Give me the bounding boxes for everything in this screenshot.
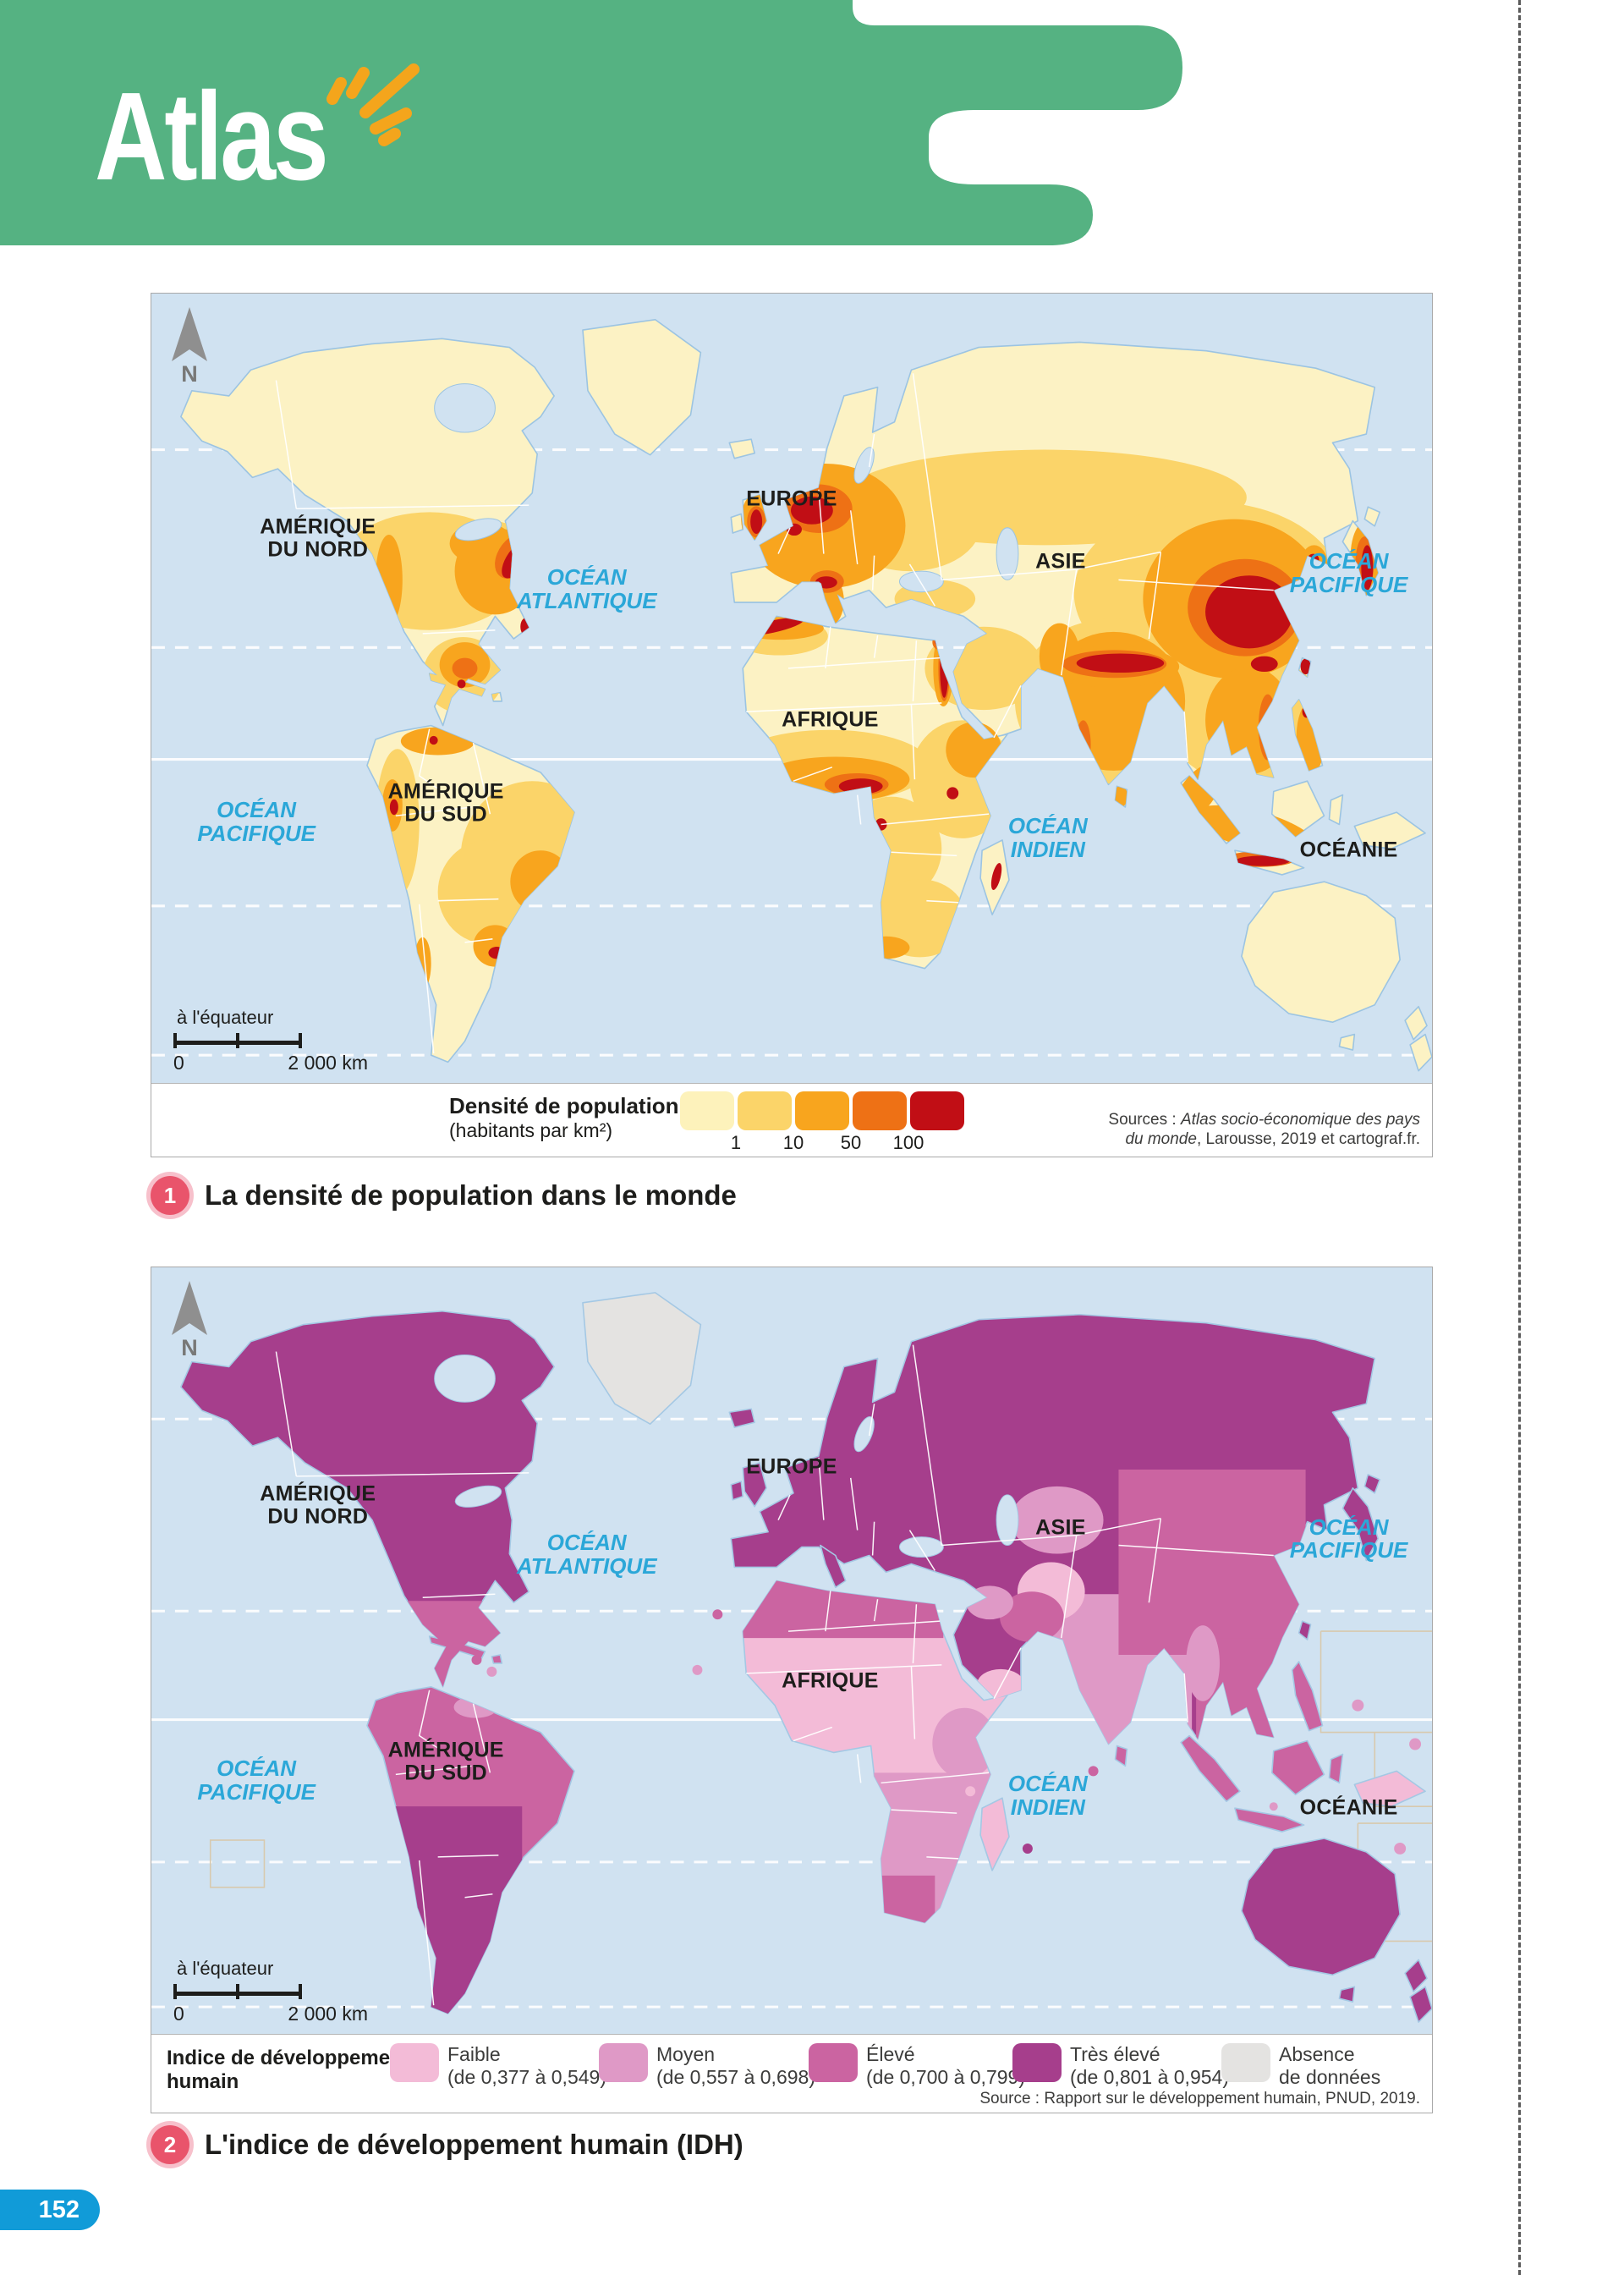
label-asie: ASIE — [1035, 549, 1086, 574]
page-number-tab: 152 — [0, 2190, 100, 2230]
map1-scale-bar: à l'équateur 0 2 000 km — [173, 1007, 376, 1074]
north-arrow-icon: N — [172, 1281, 207, 1359]
label-ocean-pacifique-est: OCÉAN PACIFIQUE — [1289, 548, 1408, 598]
map2-card: N AMÉRIQUE DU NORD EUROPE OCÉAN ATLANTIQUE… — [151, 1267, 1433, 2113]
idh-swatch-tres-eleve — [1012, 2043, 1062, 2082]
map2-lakes — [434, 1355, 1019, 1558]
map2-source: Source : Rapport sur le développement hu… — [979, 2090, 1420, 2107]
label-afrique: AFRIQUE — [782, 707, 879, 732]
label-ocean-indien: OCÉAN INDIEN — [1007, 1771, 1088, 1821]
scale-annotation: à l'équateur — [177, 1958, 274, 1979]
scale-bar-line — [173, 1033, 302, 1048]
idh-swatch-absence — [1221, 2043, 1270, 2082]
label-oceanie: OCÉANIE — [1299, 838, 1398, 862]
density-swatch-1 — [680, 1091, 734, 1130]
map1-source: Sources : Atlas socio-économique des pay… — [1108, 1110, 1420, 1149]
scale-zero: 0 — [173, 1052, 184, 1074]
map1-legend-swatches — [680, 1091, 968, 1130]
label-amerique-du-nord: AMÉRIQUE DU NORD — [260, 1481, 376, 1528]
figure-1-title: La densité de population dans le monde — [205, 1179, 737, 1211]
label-ocean-pacifique-ouest: OCÉAN PACIFIQUE — [197, 797, 315, 847]
label-europe: EUROPE — [746, 486, 837, 511]
north-arrow-icon: N — [172, 307, 207, 385]
label-afrique: AFRIQUE — [782, 1668, 879, 1693]
header-banner — [0, 0, 1182, 245]
map2-world-svg — [151, 1267, 1432, 2034]
label-europe: EUROPE — [746, 1454, 837, 1479]
map1-legend-ticks: 1 10 50 100 — [730, 1132, 924, 1153]
trim-mark-line — [1518, 0, 1521, 2275]
scale-annotation: à l'équateur — [177, 1007, 274, 1028]
label-amerique-du-nord: AMÉRIQUE DU NORD — [260, 514, 376, 562]
label-ocean-indien: OCÉAN INDIEN — [1007, 812, 1088, 862]
label-ocean-atlantique: OCÉAN ATLANTIQUE — [516, 1529, 657, 1579]
map1-legend-title: Densité de population (habitants par km²… — [449, 1093, 679, 1141]
label-oceanie: OCÉANIE — [1299, 1795, 1398, 1820]
density-swatch-5 — [910, 1091, 964, 1130]
idh-class-moyen: Moyen (de 0,557 à 0,698) — [599, 2043, 815, 2089]
scale-distance: 2 000 km — [288, 2003, 368, 2025]
idh-class-eleve: Élevé (de 0,700 à 0,799) — [809, 2043, 1025, 2089]
scale-distance: 2 000 km — [288, 1052, 368, 1074]
sparkle-icon — [326, 63, 420, 146]
north-letter: N — [181, 361, 198, 385]
figure-1-badge: 1 — [151, 1176, 189, 1215]
density-swatch-3 — [795, 1091, 849, 1130]
page-title: Atlas — [95, 67, 329, 206]
map1-card: N AMÉRIQUE DU NORD EUROPE OCÉAN ATLANTIQUE… — [151, 293, 1433, 1157]
label-asie: ASIE — [1035, 1515, 1086, 1540]
scale-bar-line — [173, 1984, 302, 1999]
label-ocean-atlantique: OCÉAN ATLANTIQUE — [516, 564, 657, 613]
map1-world-svg — [151, 294, 1432, 1083]
map2-maritime-boundaries — [209, 1630, 1432, 1943]
density-swatch-2 — [738, 1091, 792, 1130]
idh-class-faible: Faible (de 0,377 à 0,549) — [390, 2043, 606, 2089]
map2-legend-band: Indice de développement humain Faible (de… — [151, 2034, 1432, 2113]
label-ocean-pacifique-est: OCÉAN PACIFIQUE — [1289, 1514, 1408, 1563]
figure-2-badge: 2 — [151, 2125, 189, 2164]
page-number: 152 — [38, 2195, 80, 2223]
label-ocean-pacifique-ouest: OCÉAN PACIFIQUE — [197, 1756, 315, 1805]
label-amerique-du-sud: AMÉRIQUE DU SUD — [387, 779, 504, 826]
map1-caption: 1 La densité de population dans le monde — [151, 1176, 737, 1215]
north-letter: N — [181, 1335, 198, 1359]
idh-class-tres-eleve: Très élevé (de 0,801 à 0,954) — [1012, 2043, 1229, 2089]
density-swatch-4 — [853, 1091, 907, 1130]
header-green-shape — [0, 0, 1182, 245]
map2-island-states — [471, 1609, 1422, 1855]
idh-swatch-moyen — [599, 2043, 648, 2082]
idh-class-absence: Absence de données — [1221, 2043, 1380, 2089]
map1-legend-band: Densité de population (habitants par km²… — [151, 1083, 1432, 1157]
figure-2-title: L'indice de développement humain (IDH) — [205, 2129, 743, 2160]
idh-swatch-faible — [390, 2043, 439, 2082]
idh-swatch-eleve — [809, 2043, 858, 2082]
map2-scale-bar: à l'équateur 0 2 000 km — [173, 1958, 376, 2025]
map2-caption: 2 L'indice de développement humain (IDH) — [151, 2125, 743, 2164]
map1-lakes — [434, 383, 1019, 593]
map2-canvas: N AMÉRIQUE DU NORD EUROPE OCÉAN ATLANTIQUE… — [151, 1267, 1432, 2034]
map2-legend-title: Indice de développement humain — [167, 2047, 409, 2093]
map1-canvas: N AMÉRIQUE DU NORD EUROPE OCÉAN ATLANTIQUE… — [151, 294, 1432, 1083]
scale-zero: 0 — [173, 2003, 184, 2025]
label-amerique-du-sud: AMÉRIQUE DU SUD — [387, 1738, 504, 1785]
